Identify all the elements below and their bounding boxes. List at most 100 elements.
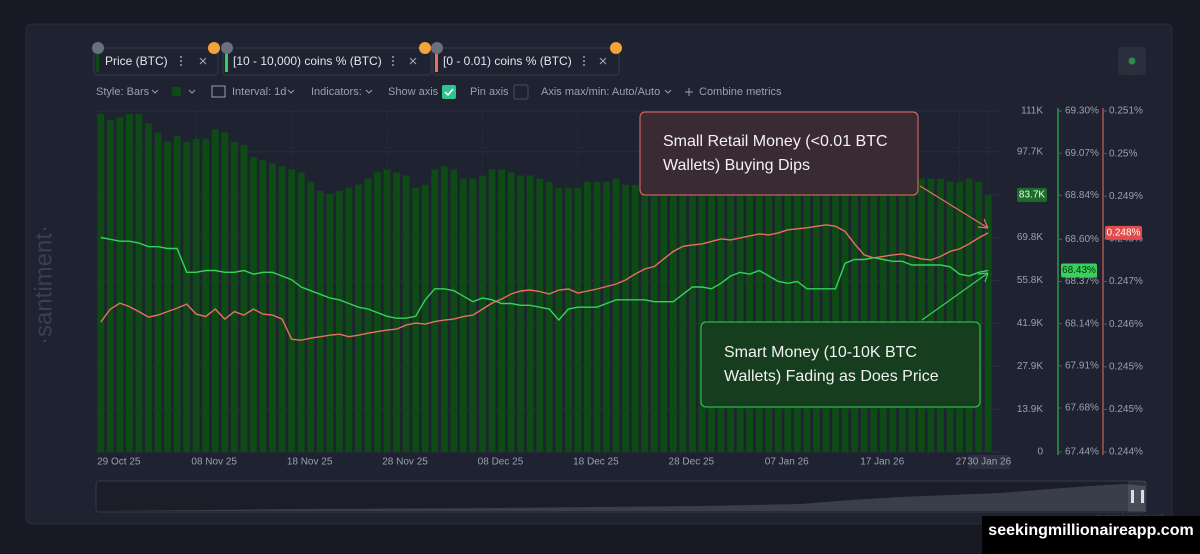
last-value-label: 68.43% [1062, 265, 1096, 276]
bar [717, 178, 725, 453]
bar [908, 178, 916, 453]
settings-button[interactable] [1118, 47, 1146, 75]
bar [536, 178, 544, 453]
y3-tick-label: 0.25% [1109, 148, 1137, 159]
style-select[interactable]: Style: Bars [96, 86, 150, 98]
bar [927, 178, 935, 453]
bar [784, 172, 792, 452]
chip-label[interactable]: [0 - 0.01) coins % (BTC) [443, 54, 572, 68]
chevron [151, 89, 159, 94]
bar [106, 120, 114, 452]
bar [841, 154, 849, 452]
metric-chip[interactable]: [10 - 10,000) coins % (BTC) [222, 47, 432, 76]
bar [746, 163, 754, 452]
bar [354, 184, 362, 452]
x-tick-label: 28 Nov 25 [382, 457, 428, 468]
last-value-badge [1061, 263, 1097, 278]
y-tick-label: 55.8K [1017, 275, 1043, 286]
bar [698, 181, 706, 452]
chip-label[interactable]: [10 - 10,000) coins % (BTC) [233, 54, 382, 68]
show-axis-checkbox[interactable] [442, 85, 456, 99]
bar [135, 114, 143, 452]
axis-range-select[interactable]: Axis max/min: Auto/Auto [541, 86, 660, 98]
bar [421, 184, 429, 452]
bar [164, 141, 172, 453]
y2-tick-label: 68.60% [1065, 234, 1099, 245]
x-tick-label: 08 Nov 25 [191, 457, 237, 468]
y-tick-label: 13.9K [1017, 404, 1043, 415]
bar [402, 175, 410, 452]
bar [975, 181, 983, 452]
y-tick-label: 0 [1037, 447, 1043, 458]
plot: 0 13.9K 27.9K 41.9K 55.8K 69.8K 83.7K 97.7K 111K… [96, 106, 1143, 469]
last-value-label: 0.248% [1107, 227, 1141, 238]
bar [584, 181, 591, 452]
bar [765, 169, 773, 452]
metric-chip[interactable]: [0 - 0.01) coins % (BTC) [432, 47, 620, 76]
metric-chip[interactable]: Price (BTC) [93, 47, 219, 76]
annotation-text: Wallets) Fading as Does Price [724, 368, 939, 385]
bar [221, 132, 229, 452]
y3-tick-label: 0.249% [1109, 191, 1143, 202]
bar [641, 184, 649, 452]
y2-tick-label: 67.68% [1065, 403, 1099, 414]
plus-icon [685, 88, 693, 96]
bar [450, 169, 458, 452]
show-axis-label[interactable]: Show axis [388, 86, 439, 98]
bar [288, 169, 296, 452]
bar [459, 178, 467, 453]
bar [517, 175, 525, 452]
pin-axis-label[interactable]: Pin axis [470, 86, 509, 98]
footer-box [982, 516, 1200, 554]
annotation-arrow [919, 185, 989, 229]
bar [154, 132, 162, 452]
bar [574, 187, 582, 452]
bar [564, 187, 572, 452]
bar [526, 175, 534, 452]
x-tick-label: 18 Nov 25 [287, 457, 333, 468]
color-swatch[interactable] [172, 87, 181, 96]
chevron [664, 89, 672, 94]
y-tick-label: 69.8K [1017, 232, 1043, 243]
bar [240, 144, 248, 452]
indicators-select[interactable]: Indicators: [311, 86, 362, 98]
chip-icons [92, 42, 622, 54]
x-tick-label: 29 Oct 25 [97, 457, 141, 468]
bar [211, 129, 219, 452]
bar [145, 123, 152, 452]
minimap[interactable] [95, 480, 1147, 513]
pin-axis-checkbox[interactable] [513, 84, 529, 100]
bar [917, 178, 925, 453]
bar [688, 181, 696, 452]
chip-label[interactable]: Price (BTC) [105, 54, 168, 68]
combine-metrics[interactable]: Combine metrics [699, 86, 782, 98]
annotation-box [700, 321, 981, 408]
bar [431, 169, 439, 452]
bar [545, 181, 553, 452]
bar [488, 169, 496, 452]
bar [965, 178, 973, 453]
bar [603, 181, 610, 452]
interval-select[interactable]: Interval: 1d [232, 86, 286, 98]
y2-tick-label: 68.14% [1065, 318, 1099, 329]
watermark: ·santiment· [30, 225, 57, 345]
bar [851, 160, 859, 453]
bar [125, 114, 133, 452]
bar [326, 193, 334, 452]
bar [498, 169, 505, 452]
bar [736, 172, 744, 452]
y3-tick-label: 0.245% [1109, 361, 1143, 372]
bar [345, 187, 353, 452]
last-value-label: 83.7K [1019, 190, 1045, 201]
annotation-arrow [921, 272, 989, 321]
bar [679, 184, 687, 452]
bar [822, 169, 830, 452]
y3-tick-label: 0.251% [1109, 106, 1143, 117]
annotation-text: Wallets) Buying Dips [663, 157, 810, 174]
bar [631, 184, 639, 452]
bar [297, 172, 305, 452]
bar [946, 181, 954, 452]
chevron [188, 89, 196, 94]
bar [593, 181, 601, 452]
bar [860, 160, 868, 453]
